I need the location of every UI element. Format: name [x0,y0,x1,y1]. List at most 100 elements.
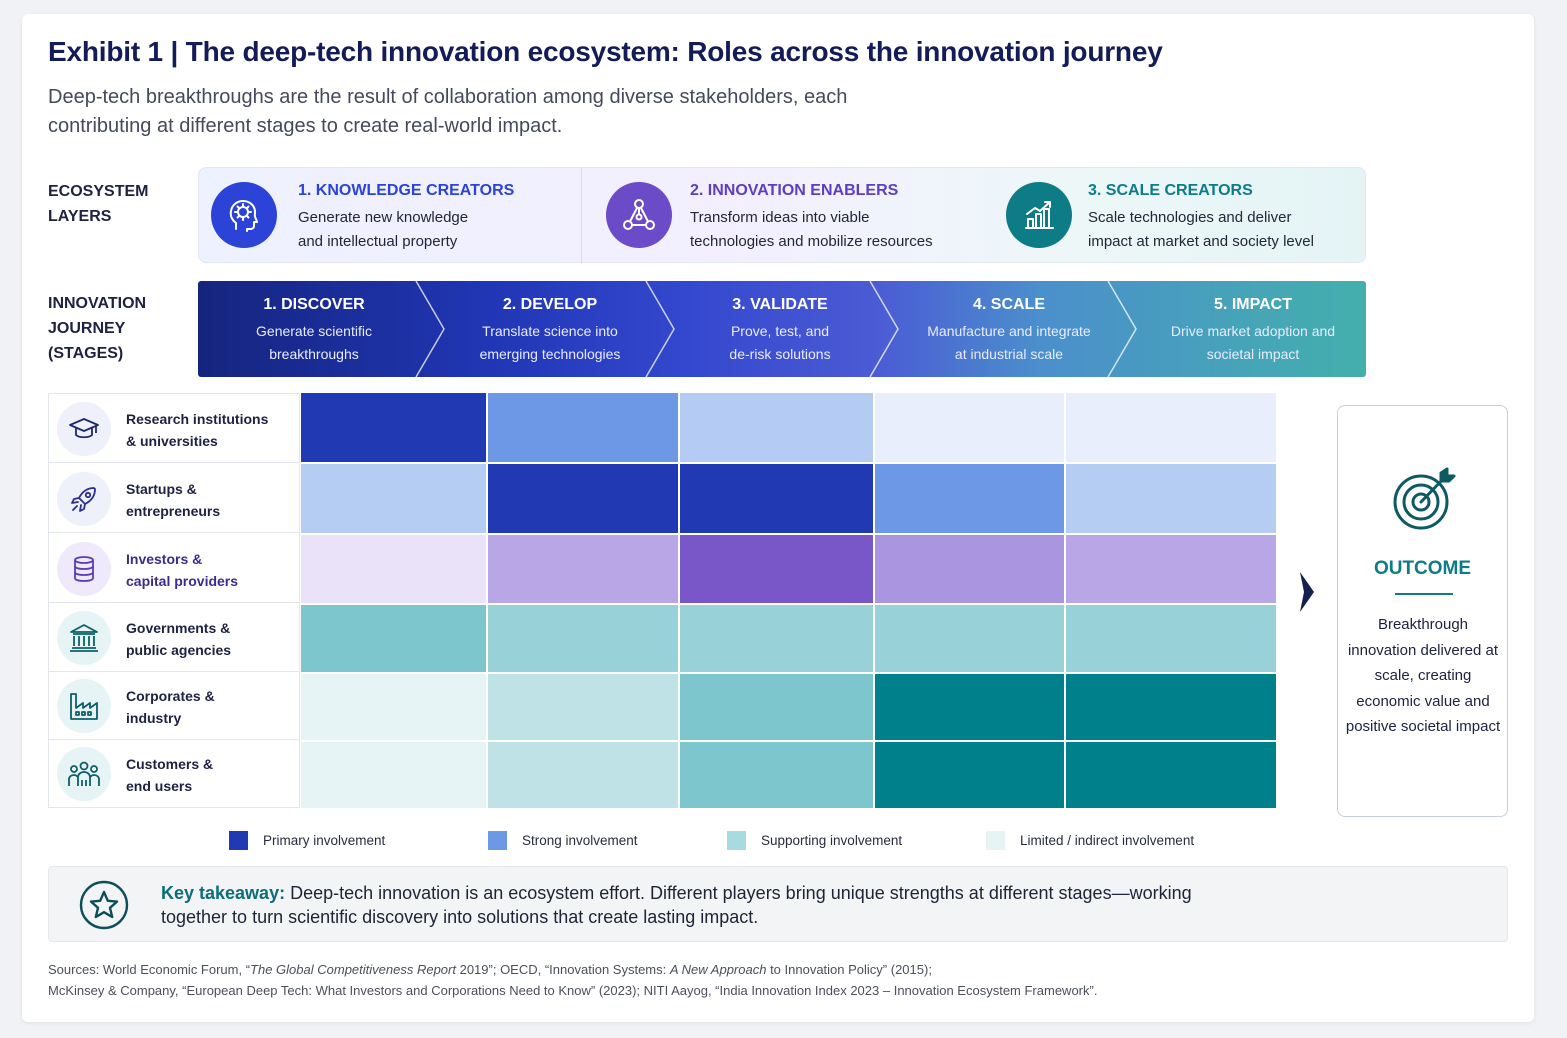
stage-description-line: breakthroughs [269,346,359,362]
stakeholder-label: Investors & capital providers [126,548,296,592]
matrix-cell [301,393,486,462]
stage-description-line: Translate science into [482,323,618,339]
innovation-journey: 1. DISCOVER Generate scientific breakthr… [198,281,1366,377]
factory-icon [57,679,111,733]
stakeholder-row: Governments & public agencies [49,603,299,672]
page-subtitle: Deep-tech breakthroughs are the result o… [48,86,848,137]
growth-chart-icon [1006,182,1072,248]
outcome-divider [1395,593,1453,595]
stage-description-line: Prove, test, and [730,323,830,339]
stage-description-line: de-risk solutions [729,346,831,362]
layer-title: 3. SCALE CREATORS [1088,182,1253,199]
chevron-right-icon [1298,570,1316,619]
stage-develop: 2. DEVELOP Translate science into emergi… [434,281,666,377]
stage-chevron [869,281,899,377]
stakeholder-label-line: end users [126,778,193,794]
stakeholder-label-line: Corporates & [126,688,215,704]
legend-swatch [229,830,248,850]
network-icon [606,182,672,248]
legend-label: Primary involvement [263,832,386,848]
matrix-cell [488,742,678,808]
stakeholder-label-line: Governments & [126,620,231,636]
layer-description-line: impact at market and society level [1088,233,1314,250]
matrix-cell [488,674,678,740]
legend-item: Strong involvement [488,830,638,850]
star-icon [79,880,129,935]
matrix-cell [1066,605,1276,672]
layer-description-line: Transform ideas into viable [690,209,870,226]
legend-swatch [488,830,507,850]
stage-description-line: Drive market adoption and [1170,323,1336,339]
stage-chevron [645,281,675,377]
stage-description-line: Generate scientific [256,323,372,339]
outcome-text: Breakthrough innovation delivered at sca… [1345,616,1501,735]
sources-text: 2019”; OECD, “Innovation Systems: [455,962,670,977]
matrix-cell [301,742,486,808]
key-takeaway-label: Key takeaway: [161,883,286,903]
stakeholder-list: Research institutions & universities Sta… [48,393,300,808]
stakeholder-row: Startups & entrepreneurs [49,464,299,533]
layer-description: Transform ideas into viable technologies… [690,206,980,254]
stage-description-line: at industrial scale [954,346,1064,362]
stage-scale: 4. SCALE Manufacture and integrate at in… [890,281,1128,377]
innovation-journey-label-line: (STAGES) [48,345,124,362]
legend-label: Limited / indirect involvement [1020,832,1195,848]
stage-chevron [415,281,445,377]
stage-description-line: Manufacture and integrate [927,323,1091,339]
people-group-icon [57,747,111,801]
stage-description-line: societal impact [1206,346,1300,362]
matrix-cell [1066,674,1276,740]
matrix-cell [680,535,873,603]
ecosystem-layers-label-line: LAYERS [48,208,112,225]
matrix-cell [680,393,873,462]
stage-title: 2. DEVELOP [502,296,598,313]
sources-line: Sources: World Economic Forum, “The Glob… [48,959,1348,980]
layer-title: 1. KNOWLEDGE CREATORS [298,182,515,199]
layer-description-line: and intellectual property [298,233,458,250]
graduation-cap-icon [57,402,111,456]
coins-stack-icon [57,542,111,596]
stakeholder-label-line: entrepreneurs [126,503,221,519]
stage-title: 4. SCALE [972,296,1045,313]
target-icon [1391,464,1457,539]
key-takeaway-text: Key takeaway: Deep-tech innovation is an… [161,881,1241,929]
stage-validate: 3. VALIDATE Prove, test, and de-risk sol… [668,281,892,377]
stakeholder-label-line: public agencies [126,642,232,658]
stage-description: Prove, test, and de-risk solutions [668,320,892,366]
layer-title: 2. INNOVATION ENABLERS [690,182,899,199]
sources-line: McKinsey & Company, “European Deep Tech:… [48,983,1098,998]
stage-title: 1. DISCOVER [263,296,365,313]
stage-title: 3. VALIDATE [732,296,828,313]
stage-description: Drive market adoption and societal impac… [1128,320,1378,366]
stakeholder-label-line: Investors & [126,551,203,567]
matrix-cell [875,393,1064,462]
matrix-cell [1066,742,1276,808]
matrix-cell [488,535,678,603]
innovation-journey-label-line: INNOVATION [48,295,147,312]
legend-swatch [727,830,746,850]
stakeholder-row: Customers & end users [49,739,299,808]
stakeholder-row: Research institutions & universities [49,394,299,463]
stage-description: Manufacture and integrate at industrial … [890,320,1128,366]
journey-band [198,281,1366,377]
stakeholder-label: Governments & public agencies [126,617,296,661]
sources-title: The Global Competitiveness Report [250,962,456,977]
matrix-cell [680,742,873,808]
stage-title: 5. IMPACT [1214,296,1292,313]
matrix-cell [875,742,1064,808]
legend-label: Strong involvement [522,832,638,848]
stakeholder-label-line: & universities [126,433,218,449]
matrix-cell [1066,464,1276,533]
legend-label: Supporting involvement [761,832,903,848]
stage-description: Translate science into emerging technolo… [434,320,666,366]
layer-divider [581,168,582,264]
sources-text: Sources: World Economic Forum, “ [48,962,251,977]
layer-scale-creators: 3. SCALE CREATORS Scale technologies and… [982,168,1367,264]
matrix-cell [875,535,1064,603]
matrix-cell [875,605,1064,672]
stakeholder-label: Research institutions & universities [126,408,296,452]
matrix-cell [488,393,678,462]
stakeholder-label-line: Customers & [126,756,214,772]
innovation-journey-label-line: JOURNEY [48,320,126,337]
matrix-cell [875,674,1064,740]
